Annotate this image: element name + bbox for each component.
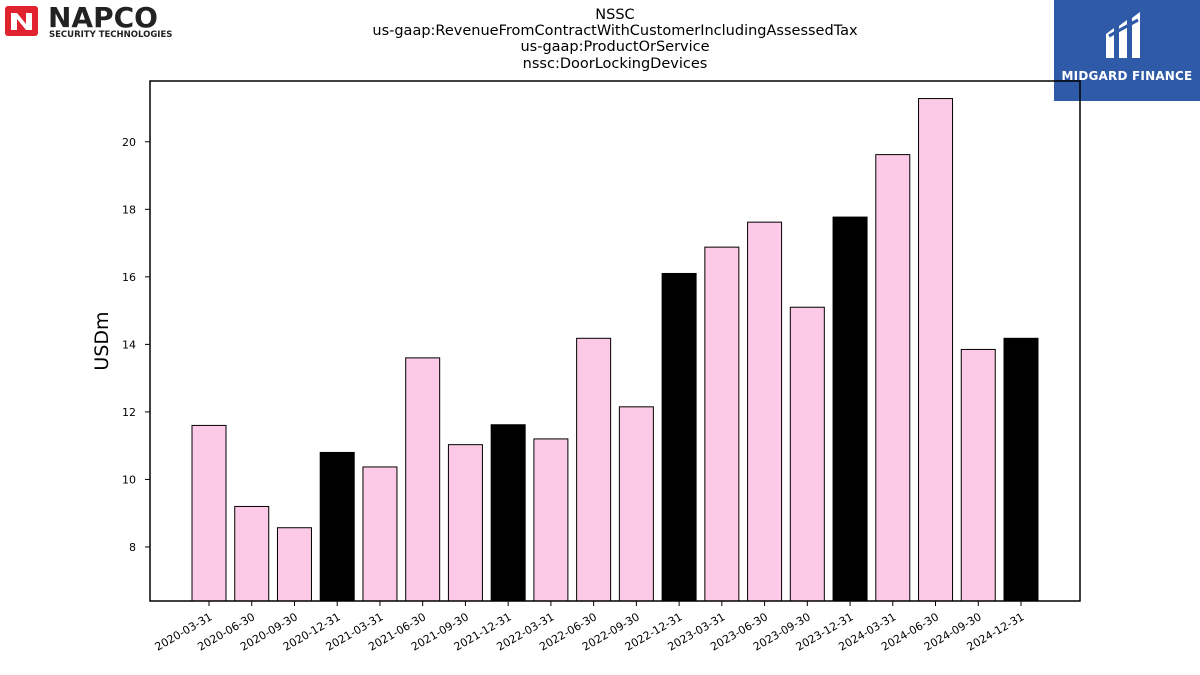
napco-logo-name: NAPCO <box>48 4 158 34</box>
bar <box>789 306 825 602</box>
napco-logo: NAPCO SECURITY TECHNOLOGIES <box>4 1 214 40</box>
y-axis-label: USDm <box>91 311 113 370</box>
y-tick-label: 18 <box>122 203 136 216</box>
bar <box>191 424 227 602</box>
y-tick-label: 10 <box>122 473 136 486</box>
chart-title-line-3: us-gaap:ProductOrService <box>520 39 710 55</box>
bar <box>960 348 996 602</box>
y-tick-label: 16 <box>122 271 136 284</box>
napco-logo-tagline: SECURITY TECHNOLOGIES <box>49 30 172 40</box>
plot-frame <box>149 80 1081 602</box>
chart-title-line-4: nssc:DoorLockingDevices <box>522 56 708 72</box>
bar <box>918 98 954 602</box>
chart-title-line-1: NSSC <box>595 7 635 23</box>
bar <box>576 337 612 602</box>
bar <box>319 451 355 602</box>
bar <box>875 154 911 602</box>
bar <box>234 505 270 602</box>
bar <box>533 438 569 602</box>
bar <box>747 221 783 602</box>
bar <box>832 216 868 602</box>
midgard-logo-name: MIDGARD FINANCE <box>1061 69 1193 83</box>
midgard-logo: MIDGARD FINANCE <box>1054 0 1200 101</box>
y-tick-label: 8 <box>129 541 136 554</box>
bar <box>1003 337 1039 602</box>
bar <box>405 357 441 602</box>
y-tick-label: 20 <box>122 136 136 149</box>
bar <box>661 272 697 602</box>
bar <box>704 246 740 602</box>
bar <box>618 406 654 602</box>
y-tick-label: 14 <box>122 338 136 351</box>
bar <box>447 444 483 602</box>
bar <box>276 527 312 602</box>
bar <box>490 424 526 602</box>
y-tick-label: 12 <box>122 406 136 419</box>
chart-title-line-2: us-gaap:RevenueFromContractWithCustomerI… <box>372 23 858 39</box>
bar <box>362 466 398 602</box>
